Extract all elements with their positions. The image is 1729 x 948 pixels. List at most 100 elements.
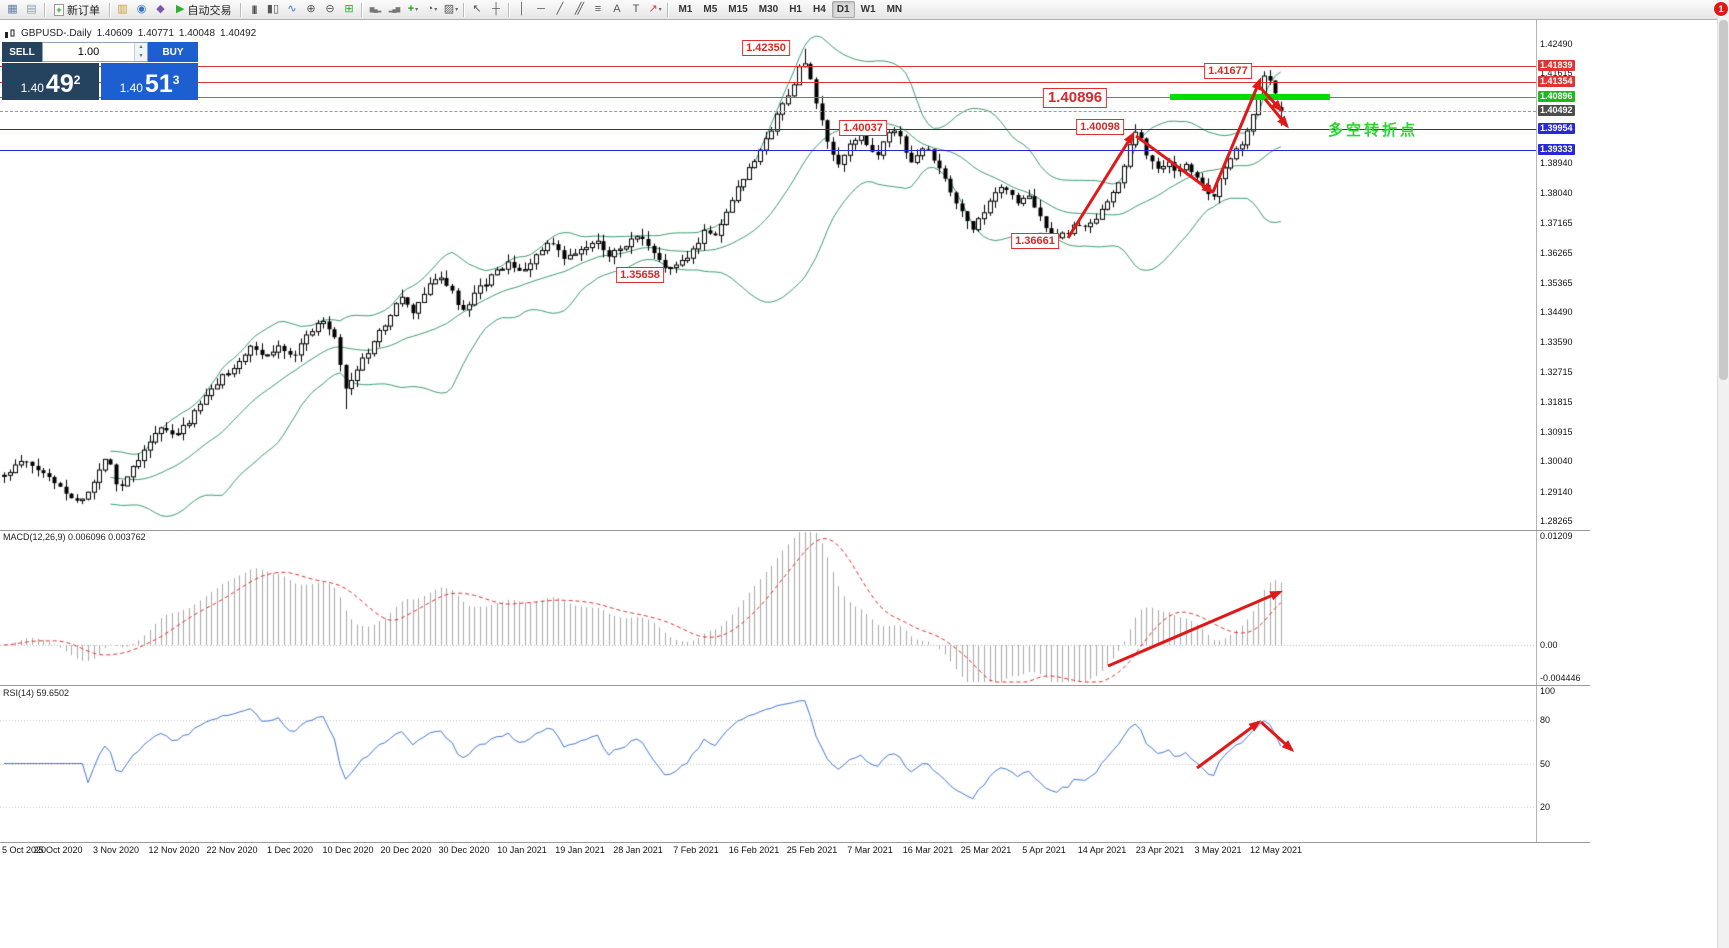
lot-decrement-button[interactable]: ▼: [135, 52, 147, 61]
macd-label: MACD(12,26,9) 0.006096 0.003762: [3, 532, 146, 542]
arrow-tool-icon[interactable]: ↗ ▾: [648, 3, 662, 15]
buy-price-pipette: 3: [172, 73, 180, 87]
new-chart-icon[interactable]: ▦: [7, 3, 18, 15]
market-watch-icon[interactable]: ▥: [117, 3, 128, 15]
chart-profiles-icon[interactable]: ▤: [26, 3, 37, 15]
price-axis-level-label: 1.41354: [1538, 76, 1575, 88]
horizontal-level-line[interactable]: [0, 111, 1536, 112]
sell-price-pipette: 2: [73, 73, 81, 87]
sell-price-big-figure: 1.40: [20, 81, 44, 95]
time-axis-label: 16 Mar 2021: [902, 845, 954, 855]
line-chart-icon[interactable]: ∿: [287, 3, 297, 15]
text-label-icon[interactable]: T: [632, 3, 640, 15]
time-axis-label: 1 Dec 2020: [266, 845, 314, 855]
toolbar-separator: [508, 2, 510, 17]
price-callout[interactable]: 1.40037: [839, 120, 887, 136]
candlestick-chart-icon[interactable]: ▮▯: [266, 3, 280, 15]
price-callout[interactable]: 1.35658: [616, 267, 664, 283]
channel-icon[interactable]: ╱╱: [574, 3, 584, 15]
time-axis-label: 25 Feb 2021: [786, 845, 838, 855]
time-axis-label: 22 Nov 2020: [206, 845, 258, 855]
tile-windows-icon[interactable]: ⊞: [344, 3, 354, 15]
horizontal-level-line[interactable]: [0, 150, 1536, 151]
timeframe-button-d1[interactable]: D1: [831, 1, 855, 18]
periods-icon[interactable]: ◔ ▾: [426, 3, 438, 15]
indicators-icon[interactable]: + ▾: [407, 3, 419, 15]
sell-price-button[interactable]: 1.40 49 2: [2, 63, 99, 100]
toolbar-separator: [44, 2, 45, 17]
horizontal-level-line[interactable]: [0, 129, 1536, 130]
time-axis-label: 7 Feb 2021: [673, 845, 719, 855]
navigator-icon[interactable]: ◆: [156, 3, 165, 15]
data-window-icon[interactable]: ◉: [136, 3, 147, 15]
vertical-line-icon[interactable]: │: [518, 3, 526, 15]
price-callout[interactable]: 1.40896: [1042, 88, 1108, 108]
timeframe-button-mn[interactable]: MN: [886, 4, 903, 15]
timeframe-button-h1[interactable]: H1: [789, 4, 802, 15]
ohlc-bars-icon[interactable]: |||: [251, 4, 257, 14]
rsi-panel-separator[interactable]: [0, 685, 1590, 686]
price-axis-label: 1.28265: [1540, 516, 1573, 526]
timeframe-button-w1[interactable]: W1: [860, 4, 876, 15]
horizontal-level-line[interactable]: [0, 82, 1536, 83]
zoom-in-icon[interactable]: ⊕: [306, 3, 316, 15]
rsi-axis-label: 20: [1540, 802, 1551, 812]
lot-increment-button[interactable]: ▲: [135, 43, 147, 52]
chart-window: GBPUSD-.Daily 1.40609 1.40771 1.40048 1.…: [0, 20, 1590, 948]
notification-badge[interactable]: 1: [1714, 2, 1728, 16]
crosshair-icon[interactable]: ┼: [492, 3, 500, 15]
zoom-out-icon[interactable]: ⊖: [325, 3, 335, 15]
auto-scroll-icon[interactable]: ▆▄▂: [369, 6, 382, 13]
time-axis-label: 25 Mar 2021: [960, 845, 1012, 855]
time-axis-label: 5 Apr 2021: [1022, 845, 1066, 855]
chart-shift-icon[interactable]: ▂▄▆: [388, 6, 401, 13]
buy-price-button[interactable]: 1.40 51 3: [101, 63, 198, 100]
new-order-icon: +: [54, 3, 64, 16]
trendline-icon[interactable]: ╱: [556, 3, 564, 15]
chart-symbol-period: GBPUSD-.Daily: [21, 28, 92, 39]
price-axis-level-label: 1.39333: [1538, 143, 1575, 155]
time-axis-label: 16 Feb 2021: [728, 845, 780, 855]
autotrading-button[interactable]: ▶ 自动交易: [170, 1, 237, 19]
price-axis-label: 1.35365: [1540, 277, 1573, 288]
sell-tab[interactable]: SELL: [2, 42, 42, 62]
horizontal-level-line[interactable]: [0, 97, 1536, 98]
lot-size-field: ▲ ▼: [42, 42, 148, 62]
price-axis-level-label: 1.41839: [1538, 59, 1575, 71]
horizontal-line-icon[interactable]: ─: [537, 3, 545, 15]
price-callout[interactable]: 1.42350: [742, 40, 790, 56]
support-zone-bar[interactable]: [1170, 94, 1330, 101]
timeframe-button-m30[interactable]: M30: [758, 4, 779, 15]
macd-panel-separator[interactable]: [0, 530, 1590, 531]
new-order-button[interactable]: + 新订单: [48, 1, 106, 19]
chart-canvas[interactable]: [0, 20, 1536, 842]
time-axis-label: 3 May 2021: [1194, 845, 1242, 855]
macd-values: 0.006096 0.003762: [68, 532, 146, 542]
cursor-icon[interactable]: ↖: [472, 3, 482, 15]
scrollbar-thumb[interactable]: [1719, 20, 1728, 380]
timeframe-button-m5[interactable]: M5: [703, 4, 718, 15]
timeframe-group: M1 M5 M15 M30 H1 H4 D1 W1 MN: [673, 1, 907, 18]
ohlc-open: 1.40609: [96, 28, 133, 39]
fibonacci-icon[interactable]: ≡: [594, 3, 602, 15]
text-icon[interactable]: A: [613, 3, 621, 15]
buy-tab[interactable]: BUY: [148, 42, 198, 62]
price-callout[interactable]: 1.41677: [1204, 63, 1252, 79]
price-callout[interactable]: 1.36661: [1011, 233, 1059, 249]
time-axis-label: 12 May 2021: [1249, 845, 1303, 855]
timeframe-button-m1[interactable]: M1: [678, 4, 693, 15]
vertical-scrollbar[interactable]: [1717, 0, 1729, 948]
lot-size-input[interactable]: [43, 43, 134, 61]
turning-point-label: 多空转折点: [1328, 122, 1419, 139]
timeframe-button-h4[interactable]: H4: [812, 4, 826, 15]
templates-icon[interactable]: ▨ ▾: [443, 3, 459, 15]
buy-price-pips: 51: [144, 70, 173, 98]
price-axis-label: 1.29140: [1540, 486, 1573, 497]
price-axis-label: 1.31815: [1540, 396, 1573, 407]
timeframe-button-m15[interactable]: M15: [728, 4, 748, 15]
price-axis-level-label: 1.40492: [1538, 104, 1575, 116]
time-axis-label: 20 Dec 2020: [380, 845, 432, 855]
rsi-name: RSI(14): [3, 688, 35, 698]
price-callout[interactable]: 1.40098: [1076, 119, 1124, 135]
horizontal-level-line[interactable]: [0, 66, 1536, 67]
